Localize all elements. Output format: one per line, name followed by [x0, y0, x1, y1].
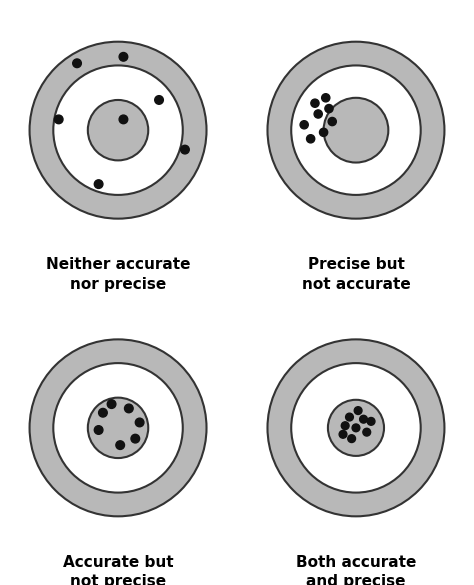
- Circle shape: [99, 408, 107, 417]
- Circle shape: [267, 42, 445, 219]
- Circle shape: [363, 428, 371, 436]
- Circle shape: [107, 400, 116, 408]
- Circle shape: [339, 431, 347, 438]
- Circle shape: [116, 441, 125, 449]
- Circle shape: [29, 42, 207, 219]
- Circle shape: [125, 404, 133, 413]
- Circle shape: [119, 53, 128, 61]
- Circle shape: [94, 426, 103, 434]
- Circle shape: [53, 363, 183, 493]
- Circle shape: [135, 418, 144, 427]
- Circle shape: [73, 59, 82, 68]
- Circle shape: [328, 118, 337, 126]
- Circle shape: [367, 418, 375, 425]
- Circle shape: [291, 66, 421, 195]
- Circle shape: [155, 95, 164, 104]
- Circle shape: [311, 99, 319, 107]
- Circle shape: [55, 115, 63, 123]
- Circle shape: [300, 121, 308, 129]
- Circle shape: [29, 339, 207, 517]
- Circle shape: [360, 415, 367, 423]
- Circle shape: [346, 413, 354, 421]
- Circle shape: [119, 115, 128, 123]
- Circle shape: [324, 98, 388, 163]
- Text: Both accurate
and precise: Both accurate and precise: [296, 555, 416, 585]
- Circle shape: [325, 105, 333, 113]
- Text: Precise but
not accurate: Precise but not accurate: [301, 257, 410, 292]
- Circle shape: [181, 145, 189, 154]
- Circle shape: [88, 398, 148, 458]
- Circle shape: [314, 110, 322, 118]
- Circle shape: [352, 424, 360, 432]
- Circle shape: [53, 66, 183, 195]
- Circle shape: [88, 100, 148, 160]
- Circle shape: [307, 135, 315, 143]
- Circle shape: [94, 180, 103, 188]
- Circle shape: [319, 128, 328, 136]
- Circle shape: [131, 434, 140, 443]
- Circle shape: [341, 422, 349, 429]
- Text: Neither accurate
nor precise: Neither accurate nor precise: [46, 257, 190, 292]
- Circle shape: [267, 339, 445, 517]
- Circle shape: [291, 363, 421, 493]
- Circle shape: [354, 407, 362, 414]
- Text: Accurate but
not precise: Accurate but not precise: [63, 555, 173, 585]
- Circle shape: [348, 435, 356, 442]
- Circle shape: [322, 94, 330, 102]
- Circle shape: [328, 400, 384, 456]
